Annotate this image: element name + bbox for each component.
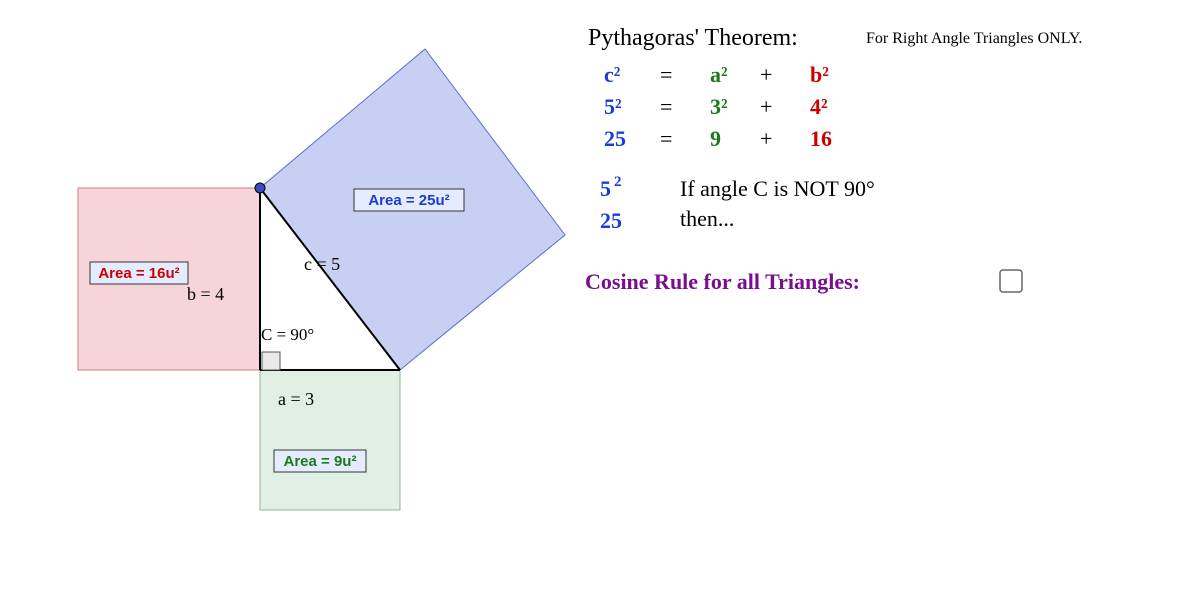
if-line1: If angle C is NOT 90° <box>680 176 875 201</box>
cosine-label: Cosine Rule for all Triangles: <box>585 269 860 294</box>
label-c: c = 5 <box>304 254 340 274</box>
label-a: a = 3 <box>278 389 314 409</box>
eq-plus: + <box>760 94 772 119</box>
eq-c: 25 <box>604 126 626 151</box>
label-b: b = 4 <box>187 284 224 304</box>
eq-plus: + <box>760 62 772 87</box>
title: Pythagoras' Theorem: <box>588 25 798 51</box>
eq-equals: = <box>660 94 672 119</box>
label-angle-C: C = 90° <box>261 325 314 344</box>
right-angle-marker <box>262 352 280 370</box>
if-line2: then... <box>680 206 734 231</box>
cosine-checkbox[interactable] <box>1000 270 1022 292</box>
eq-c: 5² <box>604 94 622 119</box>
left-5-exp: 2 <box>614 174 622 190</box>
eq-equals: = <box>660 62 672 87</box>
eq-a: a² <box>710 62 728 87</box>
diagram-canvas: Area = 25u² Area = 16u² Area = 9u² c = 5 b =… <box>0 0 1200 592</box>
eq-a: 3² <box>710 94 728 119</box>
eq-c: c² <box>604 62 621 87</box>
eq-b: 4² <box>810 94 828 119</box>
subtitle: For Right Angle Triangles ONLY. <box>866 30 1082 47</box>
area25-label: Area = 25u² <box>368 192 449 209</box>
area16-label: Area = 16u² <box>98 265 179 282</box>
eq-b: b² <box>810 62 829 87</box>
left-5: 5 <box>600 176 611 201</box>
eq-plus: + <box>760 126 772 151</box>
area9-label: Area = 9u² <box>284 453 357 470</box>
left-25: 25 <box>600 208 622 233</box>
eq-a: 9 <box>710 126 721 151</box>
eq-b: 16 <box>810 126 832 151</box>
eq-equals: = <box>660 126 672 151</box>
vertex-dot[interactable] <box>255 183 265 193</box>
